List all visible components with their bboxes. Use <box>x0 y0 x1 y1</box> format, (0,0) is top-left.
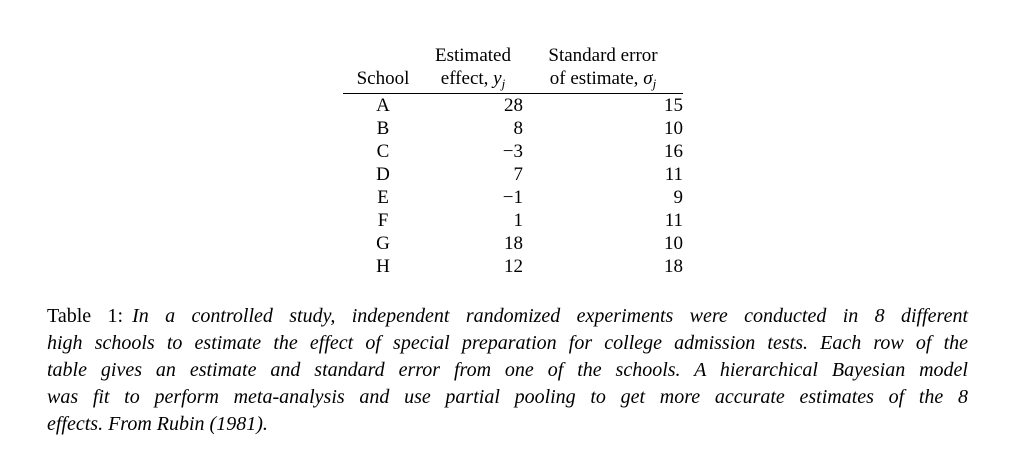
stderr-cell: 10 <box>664 233 683 254</box>
school-cell: H <box>376 256 390 277</box>
caption-line: Table 1: In a controlled study, independe… <box>47 303 968 330</box>
stderr-cell: 16 <box>664 141 683 162</box>
effect-cell: −1 <box>502 187 523 208</box>
caption-line: table gives an estimate and standard err… <box>47 359 968 381</box>
school-cell: D <box>376 164 390 185</box>
caption-text: In a controlled study, independent rando… <box>132 305 969 327</box>
stderr-cell: 10 <box>664 118 683 139</box>
effect-cell: 7 <box>513 164 524 185</box>
school-header-label: School <box>356 68 410 89</box>
effect-header-line1: Estimated <box>435 45 511 66</box>
stderr-cell: 9 <box>673 187 684 208</box>
school-cell: B <box>376 118 390 139</box>
se-header-line2: of estimate, σj <box>549 68 657 91</box>
y-subscript: j <box>501 76 506 91</box>
caption-line: was fit to perform meta-analysis and use… <box>47 386 968 408</box>
table-row: H 12 18 <box>343 255 683 278</box>
school-cell: C <box>376 141 390 162</box>
table-row: F 1 11 <box>343 209 683 232</box>
table-caption: Table 1: In a controlled study, independe… <box>47 303 968 438</box>
table-row: G 18 10 <box>343 232 683 255</box>
table-row: C −3 16 <box>343 140 683 163</box>
sigma-subscript: j <box>652 76 657 91</box>
schools-table: School Estimated effect, yj Standard err… <box>343 44 683 278</box>
se-header-line1: Standard error <box>548 45 658 66</box>
column-header-school: School <box>343 44 423 94</box>
caption-line: high schools to estimate the effect of s… <box>47 332 968 354</box>
table-row: D 7 11 <box>343 163 683 186</box>
sigma-symbol: σ <box>643 68 653 89</box>
column-header-standard-error: Standard error of estimate, σj <box>523 44 683 94</box>
effect-cell: 8 <box>513 118 524 139</box>
caption-label: Table 1: <box>47 305 124 327</box>
header-row: School Estimated effect, yj Standard err… <box>343 44 683 94</box>
stderr-cell: 15 <box>664 95 683 116</box>
effect-cell: 1 <box>513 210 524 231</box>
effect-cell: −3 <box>502 141 523 162</box>
stderr-cell: 11 <box>664 164 683 185</box>
effect-cell: 18 <box>504 233 523 254</box>
school-cell: G <box>376 233 390 254</box>
y-symbol: y <box>493 68 502 89</box>
effect-cell: 12 <box>504 256 523 277</box>
table-row: E −1 9 <box>343 186 683 209</box>
stderr-cell: 18 <box>664 256 683 277</box>
school-cell: A <box>376 95 390 116</box>
stderr-cell: 11 <box>664 210 683 231</box>
school-cell: E <box>377 187 389 208</box>
table-row: A 28 15 <box>343 94 683 118</box>
column-header-estimated-effect: Estimated effect, yj <box>423 44 523 94</box>
table-body: A 28 15 B 8 10 C −3 16 D 7 11 E −1 <box>343 94 683 279</box>
effect-header-line2: effect, yj <box>440 68 506 91</box>
caption-line: effects. From Rubin (1981). <box>47 413 268 435</box>
effect-cell: 28 <box>504 95 523 116</box>
school-cell: F <box>377 210 389 231</box>
table-header: School Estimated effect, yj Standard err… <box>343 44 683 94</box>
table-row: B 8 10 <box>343 117 683 140</box>
